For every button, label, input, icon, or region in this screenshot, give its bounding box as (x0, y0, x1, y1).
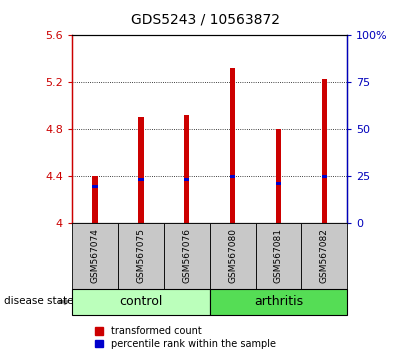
Text: GSM567076: GSM567076 (182, 228, 191, 283)
Bar (276, 129, 281, 223)
Text: arthritis: arthritis (254, 295, 303, 308)
Bar (92, 185, 98, 188)
Bar (138, 118, 143, 223)
Bar (92, 176, 98, 223)
Bar (230, 175, 236, 178)
Bar (230, 68, 236, 223)
Bar (138, 178, 143, 181)
Text: disease state: disease state (4, 296, 74, 307)
Bar (276, 182, 281, 185)
Text: GSM567080: GSM567080 (228, 228, 237, 283)
Bar (321, 175, 327, 178)
Text: control: control (119, 295, 162, 308)
Text: GSM567074: GSM567074 (90, 228, 99, 283)
Legend: transformed count, percentile rank within the sample: transformed count, percentile rank withi… (95, 326, 276, 349)
Bar (184, 115, 189, 223)
Bar (184, 178, 189, 181)
Text: GSM567082: GSM567082 (320, 228, 329, 283)
Text: GSM567081: GSM567081 (274, 228, 283, 283)
Text: GSM567075: GSM567075 (136, 228, 145, 283)
Bar (321, 79, 327, 223)
Text: GDS5243 / 10563872: GDS5243 / 10563872 (131, 12, 280, 27)
